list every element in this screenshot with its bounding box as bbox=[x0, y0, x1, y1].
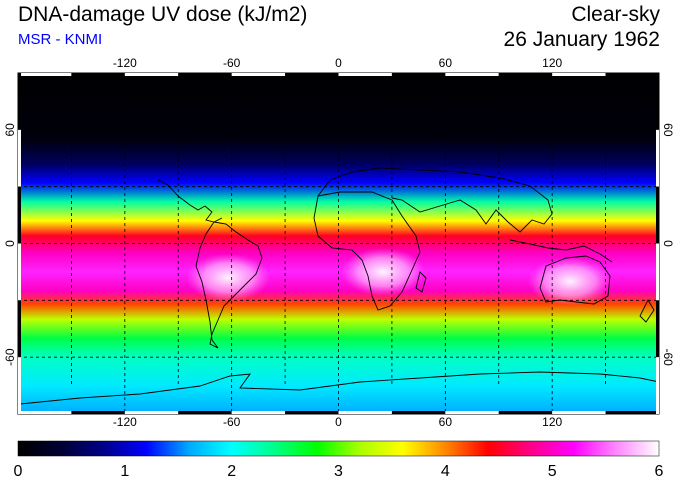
map-title: DNA-damage UV dose (kJ/m2) bbox=[18, 3, 308, 26]
longitude-tick-label: -120 bbox=[113, 415, 137, 429]
colorbar-tick-label: 4 bbox=[441, 463, 450, 480]
longitude-tick-label: -120 bbox=[113, 56, 137, 70]
latitude-labels-left: 60 0 -60 bbox=[3, 123, 17, 366]
colorbar-tick-label: 3 bbox=[334, 463, 343, 480]
source-label: MSR - KNMI bbox=[18, 31, 103, 48]
coastline-eurasia bbox=[317, 167, 553, 233]
coastline-new-zealand bbox=[639, 299, 655, 323]
colorbar-labels: 0 1 2 3 4 5 6 bbox=[14, 463, 664, 480]
longitude-labels-bottom: -120 -60 0 60 120 bbox=[113, 415, 563, 429]
coastline-indonesia bbox=[509, 239, 613, 263]
longitude-tick-label: -60 bbox=[223, 415, 241, 429]
coastlines bbox=[19, 167, 660, 405]
coastline-south-america bbox=[195, 221, 263, 349]
latitude-tick-label: -60 bbox=[3, 348, 17, 366]
latitude-tick-label: 60 bbox=[661, 123, 675, 137]
latitude-tick-label: 0 bbox=[661, 240, 675, 247]
longitude-tick-label: 60 bbox=[439, 415, 453, 429]
longitude-tick-label: 0 bbox=[335, 415, 342, 429]
hotspot-south-america bbox=[186, 253, 271, 302]
latitude-tick-label: 0 bbox=[3, 240, 17, 247]
latitude-tick-label: -60 bbox=[661, 348, 675, 366]
frame-ticks bbox=[18, 73, 659, 414]
latitude-labels-right: 60 0 -60 bbox=[661, 123, 675, 366]
sky-condition: Clear-sky bbox=[571, 3, 660, 26]
colorbar-tick-label: 0 bbox=[14, 463, 23, 480]
graticule bbox=[18, 73, 659, 414]
longitude-tick-label: 0 bbox=[335, 56, 342, 70]
coastline-africa bbox=[313, 191, 421, 311]
hotspot-australia bbox=[527, 257, 612, 306]
coastline-madagascar bbox=[415, 271, 427, 293]
colorbar-tick-label: 2 bbox=[227, 463, 236, 480]
colorbar-tick-label: 5 bbox=[548, 463, 557, 480]
latitude-tick-label: 60 bbox=[3, 123, 17, 137]
longitude-labels-top: -120 -60 0 60 120 bbox=[113, 56, 563, 70]
colorbar bbox=[17, 440, 660, 457]
longitude-tick-label: 120 bbox=[542, 56, 562, 70]
map-date: 26 January 1962 bbox=[503, 28, 660, 51]
colorbar-tick-label: 6 bbox=[655, 463, 664, 480]
hotspot-southern-africa bbox=[341, 247, 426, 296]
colorbar-tick-label: 1 bbox=[120, 463, 129, 480]
coastline-antarctica bbox=[19, 371, 660, 405]
longitude-tick-label: -60 bbox=[223, 56, 241, 70]
longitude-tick-label: 60 bbox=[439, 56, 453, 70]
coastline-north-america bbox=[157, 179, 223, 223]
longitude-tick-label: 120 bbox=[542, 415, 562, 429]
